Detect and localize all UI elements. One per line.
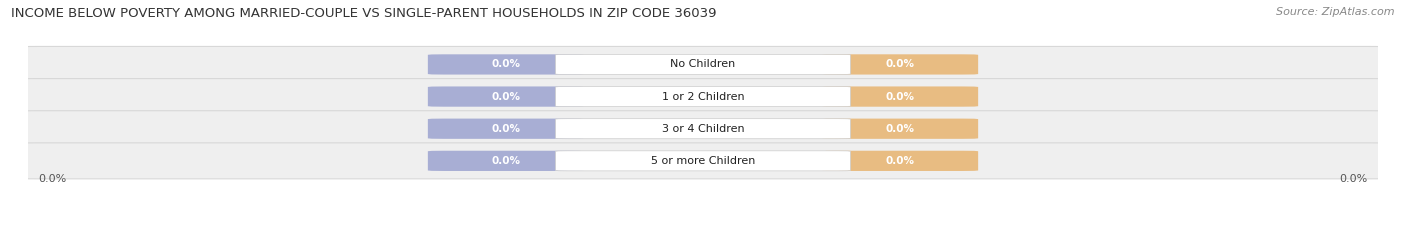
FancyBboxPatch shape — [18, 79, 1388, 115]
FancyBboxPatch shape — [427, 119, 583, 139]
Text: 0.0%: 0.0% — [491, 156, 520, 166]
Text: No Children: No Children — [671, 59, 735, 69]
FancyBboxPatch shape — [18, 143, 1388, 179]
Text: 0.0%: 0.0% — [1340, 175, 1368, 185]
FancyBboxPatch shape — [18, 46, 1388, 82]
FancyBboxPatch shape — [555, 151, 851, 171]
FancyBboxPatch shape — [823, 54, 979, 75]
FancyBboxPatch shape — [555, 119, 851, 139]
Text: 0.0%: 0.0% — [886, 124, 915, 134]
Text: 0.0%: 0.0% — [491, 92, 520, 102]
FancyBboxPatch shape — [823, 86, 979, 107]
FancyBboxPatch shape — [427, 54, 583, 75]
FancyBboxPatch shape — [555, 86, 851, 107]
Text: 0.0%: 0.0% — [886, 59, 915, 69]
Text: 0.0%: 0.0% — [491, 124, 520, 134]
Text: 5 or more Children: 5 or more Children — [651, 156, 755, 166]
Text: 1 or 2 Children: 1 or 2 Children — [662, 92, 744, 102]
FancyBboxPatch shape — [555, 55, 851, 75]
Text: 0.0%: 0.0% — [886, 92, 915, 102]
FancyBboxPatch shape — [823, 151, 979, 171]
Text: INCOME BELOW POVERTY AMONG MARRIED-COUPLE VS SINGLE-PARENT HOUSEHOLDS IN ZIP COD: INCOME BELOW POVERTY AMONG MARRIED-COUPL… — [11, 7, 717, 20]
FancyBboxPatch shape — [427, 151, 583, 171]
Text: 0.0%: 0.0% — [886, 156, 915, 166]
FancyBboxPatch shape — [427, 86, 583, 107]
Text: 3 or 4 Children: 3 or 4 Children — [662, 124, 744, 134]
FancyBboxPatch shape — [823, 119, 979, 139]
Text: Source: ZipAtlas.com: Source: ZipAtlas.com — [1277, 7, 1395, 17]
Text: 0.0%: 0.0% — [491, 59, 520, 69]
FancyBboxPatch shape — [18, 111, 1388, 147]
Text: 0.0%: 0.0% — [38, 175, 66, 185]
